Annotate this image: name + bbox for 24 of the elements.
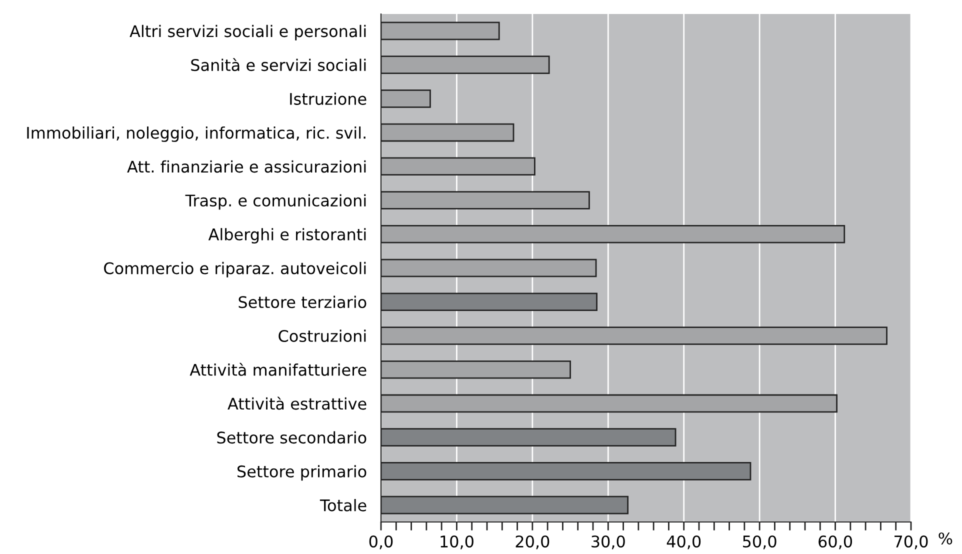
y-tick-label: Istruzione bbox=[290, 92, 366, 105]
y-tick-label: Commercio e riparaz. autoveicoli bbox=[104, 262, 366, 278]
y-tick-label: Att. finanziarie e assicurazioni bbox=[127, 160, 366, 173]
y-tick-label: Alberghi e ristoranti bbox=[208, 228, 366, 244]
y-tick-label: Settore primario bbox=[238, 465, 366, 481]
y-tick-label: Altri servizi sociali e personali bbox=[130, 24, 366, 40]
y-tick-label: Settore secondario bbox=[217, 431, 366, 444]
y-tick-label: Costruzioni bbox=[278, 330, 366, 342]
y-tick-label: Settore terziario bbox=[238, 296, 366, 308]
x-tick-label: 0,0 bbox=[369, 535, 393, 550]
x-axis-title: % bbox=[938, 532, 952, 545]
x-tick-label: 10,0 bbox=[440, 535, 474, 550]
y-tick-label: Attività manifatturiere bbox=[190, 362, 366, 376]
x-tick-label: 70,0 bbox=[894, 535, 928, 550]
x-tick-label: 40,0 bbox=[666, 535, 701, 550]
y-tick-label: Immobiliari, noleggio, informatica, ric. svil. bbox=[27, 126, 366, 142]
x-tick-label: 30,0 bbox=[592, 535, 625, 550]
y-tick-label: Attività estrattive bbox=[228, 396, 366, 410]
y-tick-label: Trasp. e comunicazioni bbox=[185, 194, 366, 210]
x-tick-label: 60,0 bbox=[818, 535, 852, 550]
x-tick-label: 50,0 bbox=[743, 535, 776, 550]
x-tick-label: 20,0 bbox=[516, 535, 550, 550]
y-tick-label: Totale bbox=[320, 499, 366, 512]
y-tick-label: Sanità e servizi sociali bbox=[191, 58, 366, 72]
